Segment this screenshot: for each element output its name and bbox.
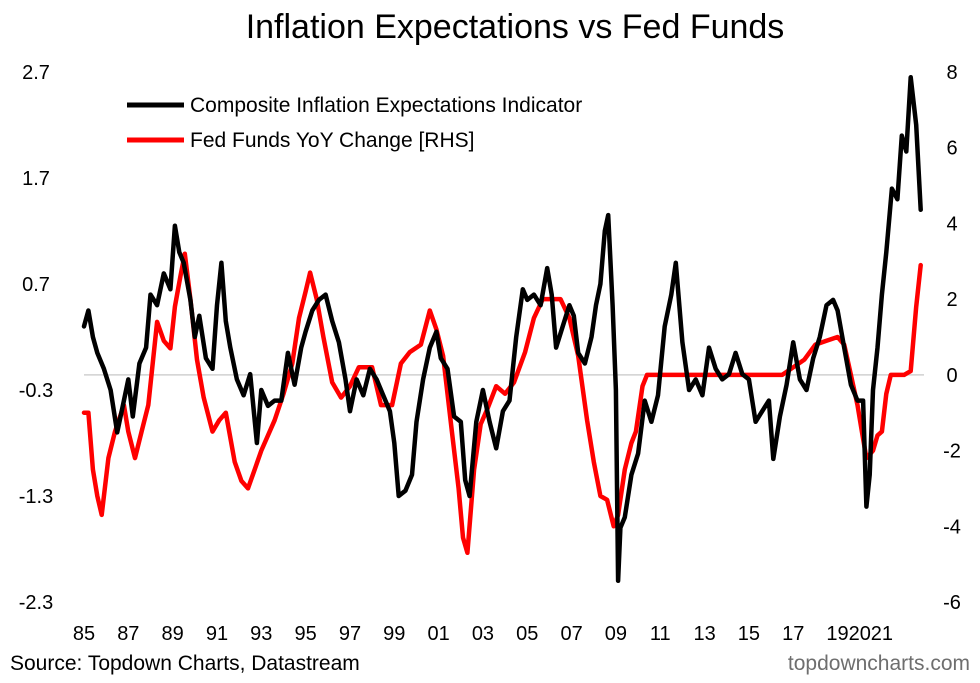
x-tick-label: 01	[427, 623, 449, 645]
x-tick-label: 05	[516, 623, 538, 645]
right-tick-label: -6	[943, 592, 961, 614]
x-tick-label: 21	[871, 623, 893, 645]
left-tick-label: -2.3	[19, 592, 53, 614]
left-tick-label: 1.7	[22, 168, 50, 190]
left-tick-label: 0.7	[22, 274, 50, 296]
x-tick-label: 07	[560, 623, 582, 645]
series-line-fed-funds-yoy	[81, 251, 923, 556]
legend: Composite Inflation Expectations Indicat…	[127, 94, 582, 152]
right-tick-label: 8	[946, 62, 957, 84]
x-tick-label: 15	[738, 623, 760, 645]
left-tick-label: 2.7	[22, 62, 50, 84]
right-axis-tick-labels: 8 6 4 2 0 -2 -4 -6	[943, 62, 961, 614]
x-tick-label: 20	[849, 623, 871, 645]
x-axis-tick-labels: 85 87 89 91 93 95 97 99 01 03 05 07 09 11 13 15 17 19 20 21	[73, 623, 893, 645]
right-tick-label: 4	[946, 213, 957, 235]
series-line-composite-inflation-expectations	[81, 75, 923, 584]
x-tick-label: 91	[206, 623, 228, 645]
x-tick-label: 99	[383, 623, 405, 645]
x-tick-label: 09	[605, 623, 627, 645]
x-tick-label: 85	[73, 623, 95, 645]
right-tick-label: 0	[946, 365, 957, 387]
x-tick-label: 19	[826, 623, 848, 645]
x-tick-label: 11	[650, 623, 671, 645]
left-tick-label: -0.3	[19, 380, 53, 402]
source-note: Source: Topdown Charts, Datastream	[10, 652, 360, 675]
left-axis-tick-labels: 2.7 1.7 0.7 -0.3 -1.3 -2.3	[19, 62, 53, 614]
x-tick-label: 89	[162, 623, 184, 645]
legend-label-fed-funds: Fed Funds YoY Change [RHS]	[190, 129, 474, 152]
right-tick-label: -4	[943, 516, 961, 538]
left-tick-label: -1.3	[19, 486, 53, 508]
watermark: topdowncharts.com	[788, 652, 970, 675]
x-tick-label: 13	[693, 623, 715, 645]
x-tick-label: 03	[472, 623, 494, 645]
right-tick-label: -2	[943, 441, 961, 463]
x-tick-label: 97	[339, 623, 361, 645]
x-tick-label: 95	[295, 623, 317, 645]
right-tick-label: 6	[946, 138, 957, 160]
x-tick-label: 87	[117, 623, 139, 645]
series-lines	[81, 75, 923, 584]
right-tick-label: 2	[946, 289, 957, 311]
chart-title: Inflation Expectations vs Fed Funds	[246, 8, 785, 46]
x-tick-label: 93	[250, 623, 272, 645]
legend-label-composite: Composite Inflation Expectations Indicat…	[190, 94, 582, 117]
x-tick-label: 17	[782, 623, 804, 645]
